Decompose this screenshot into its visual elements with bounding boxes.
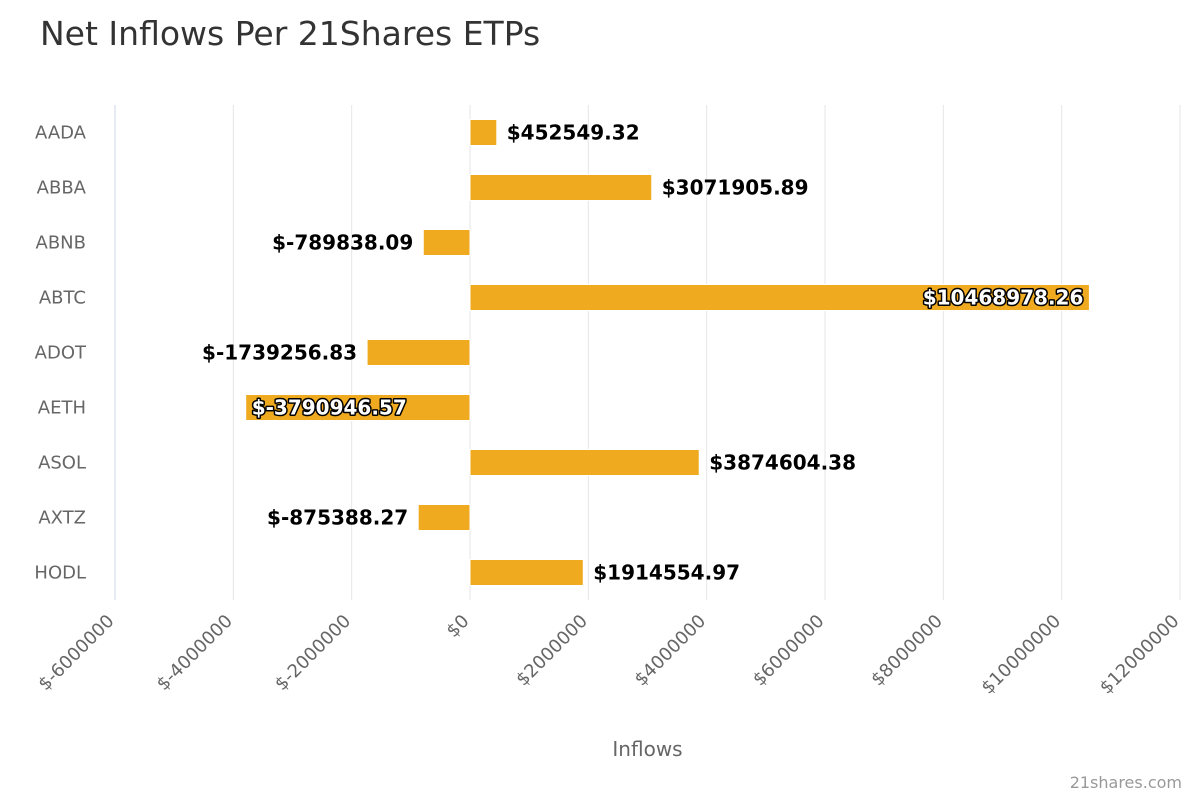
- category-label: AXTZ: [38, 508, 86, 529]
- x-axis-title: Inflows: [612, 737, 682, 761]
- x-tick-label: $10000000: [977, 611, 1065, 699]
- category-label: AETH: [38, 398, 86, 419]
- x-tick-label: $8000000: [867, 611, 947, 691]
- data-label: $-3790946.57: [252, 396, 407, 420]
- data-label: $10468978.26: [923, 286, 1084, 310]
- bar: [422, 229, 471, 256]
- data-label: $-875388.27: [267, 506, 408, 530]
- category-label: ABTC: [39, 288, 86, 309]
- x-tick-label: $6000000: [749, 611, 829, 691]
- data-label: $452549.32: [507, 121, 640, 145]
- bar: [469, 284, 1090, 311]
- chart-title: Net Inflows Per 21Shares ETPs: [40, 14, 541, 53]
- category-label: HODL: [34, 563, 86, 584]
- bar: [417, 504, 471, 531]
- x-tick-label: $0: [442, 611, 473, 642]
- x-tick-label: $-4000000: [153, 611, 237, 695]
- bar: [245, 394, 471, 421]
- bar: [469, 559, 584, 586]
- category-label: ABBA: [37, 178, 87, 199]
- credit-link[interactable]: 21shares.com: [1069, 773, 1182, 792]
- data-label: $3874604.38: [709, 451, 856, 475]
- data-label: $3071905.89: [662, 176, 809, 200]
- category-label: ASOL: [38, 453, 86, 474]
- bar: [366, 339, 471, 366]
- x-tick-label: $4000000: [631, 611, 711, 691]
- x-tick-label: $12000000: [1096, 611, 1184, 699]
- bar: [469, 119, 498, 146]
- category-label: AADA: [35, 123, 87, 144]
- x-tick-label: $2000000: [512, 611, 592, 691]
- category-label: ADOT: [35, 343, 87, 364]
- x-tick-label: $-6000000: [34, 611, 118, 695]
- x-tick-label: $-2000000: [271, 611, 355, 695]
- data-label: $-789838.09: [272, 231, 413, 255]
- data-label: $1914554.97: [593, 561, 740, 585]
- bar: [469, 174, 653, 201]
- data-label: $-1739256.83: [202, 341, 357, 365]
- bar: [469, 449, 700, 476]
- category-label: ABNB: [36, 233, 86, 254]
